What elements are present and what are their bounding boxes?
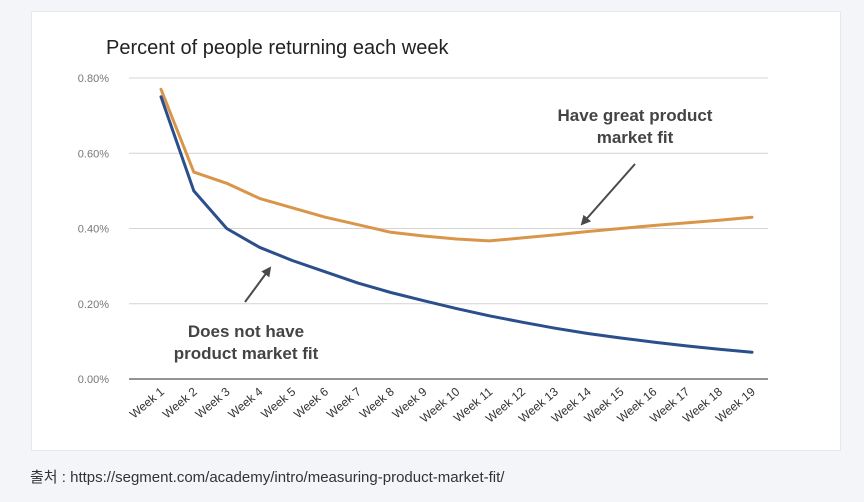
x-tick-label: Week 4 (225, 384, 265, 421)
annotation-label: Have great product (558, 106, 713, 125)
annotation-label: Does not have (188, 322, 304, 341)
x-tick-label: Week 6 (291, 384, 331, 421)
line-chart: Percent of people returning each week 0.… (78, 37, 768, 426)
annotation-layer: Have great product market fit Does not hav… (174, 106, 713, 363)
x-tick-label: Week 8 (357, 384, 397, 421)
y-tick-label: 0.60% (78, 148, 109, 160)
y-axis-ticks: 0.00% 0.20% 0.40% 0.60% 0.80% (78, 73, 109, 386)
source-caption: 출처 : https://segment.com/academy/intro/m… (30, 469, 505, 486)
y-tick-label: 0.00% (78, 374, 109, 386)
chart-card: Percent of people returning each week 0.… (31, 11, 841, 451)
series-line-no-fit (159, 95, 754, 354)
y-tick-label: 0.20% (78, 299, 109, 311)
x-tick-label: Week 2 (160, 384, 200, 421)
y-tick-label: 0.80% (78, 73, 109, 85)
annotation-arrow-icon (244, 266, 272, 303)
grid-layer (129, 77, 768, 380)
x-tick-label: Week 1 (127, 384, 167, 421)
x-tick-label: Week 5 (258, 384, 298, 421)
chart-title: Percent of people returning each week (106, 37, 449, 59)
series-layer (159, 87, 754, 354)
x-tick-label: Week 7 (324, 384, 364, 421)
annotation-label: market fit (597, 128, 674, 147)
x-tick-label: Week 3 (193, 384, 233, 421)
y-tick-label: 0.40% (78, 224, 109, 236)
annotation-arrow-icon (580, 163, 636, 226)
annotation-label: product market fit (174, 344, 319, 363)
series-line-great-fit (159, 87, 754, 243)
